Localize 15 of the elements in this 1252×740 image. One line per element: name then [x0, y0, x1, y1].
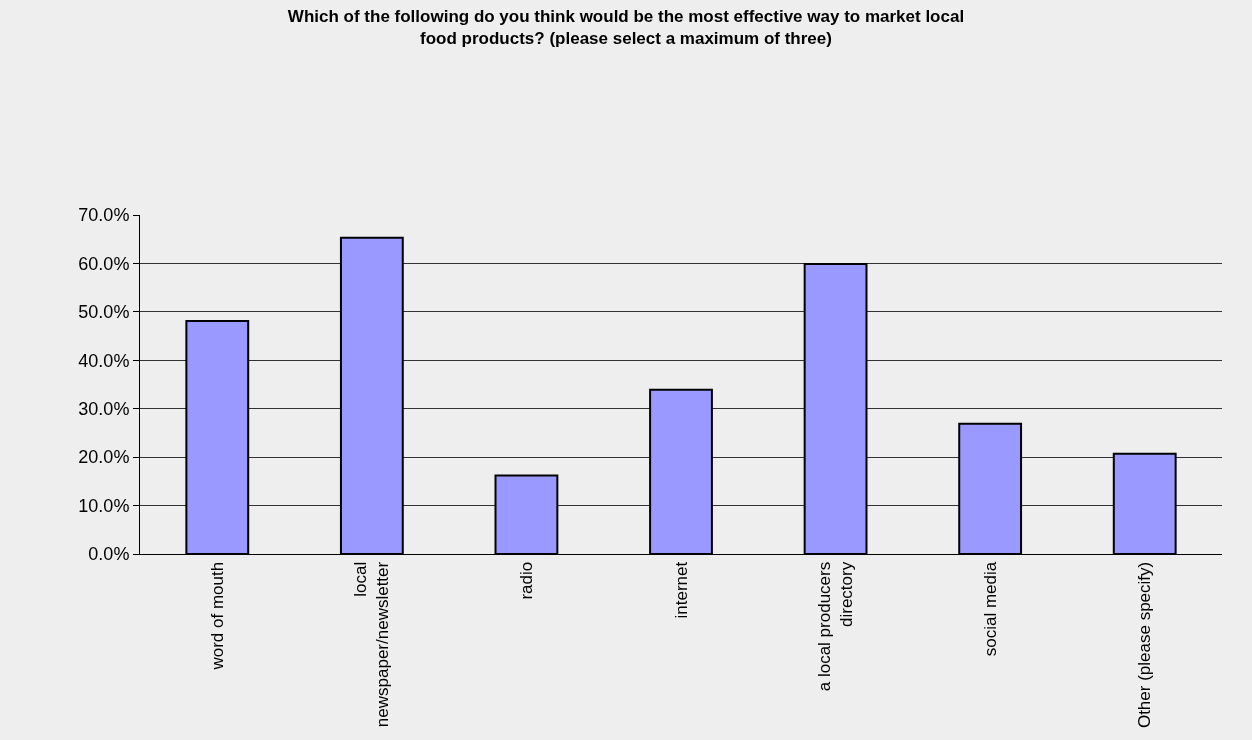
x-tick-label: social media: [980, 561, 1000, 657]
x-tick-label: a local producers directory: [815, 561, 857, 692]
y-tick-label: 60.0%: [78, 253, 130, 274]
y-tick-label: 10.0%: [78, 495, 130, 516]
x-tick-label: radio: [516, 561, 536, 600]
x-tick-label: word of mouth: [207, 561, 227, 671]
y-tick-label: 40.0%: [78, 350, 130, 371]
y-tick-label: 70.0%: [78, 205, 130, 226]
y-tick-label: 0.0%: [88, 544, 130, 565]
y-tick-label: 50.0%: [78, 302, 130, 323]
chart-title: Which of the following do you think would be the most effective way to market local food products? (please select a maximum of three): [287, 7, 965, 49]
x-tick-label: Other (please specify): [1135, 561, 1155, 729]
x-tick-label: internet: [671, 561, 691, 619]
y-tick-label: 30.0%: [78, 399, 130, 420]
y-tick-label: 20.0%: [78, 447, 130, 468]
